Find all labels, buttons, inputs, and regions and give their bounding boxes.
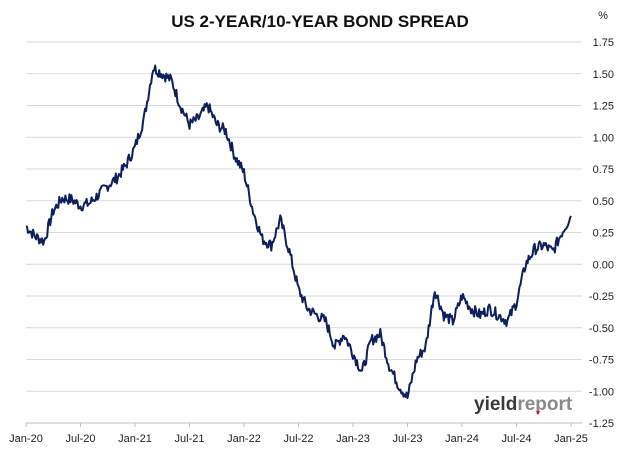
yieldreport-logo: yieldreport — [474, 394, 573, 415]
logo-text-report: report — [517, 394, 573, 415]
y-tick-label: 0.50 — [593, 196, 614, 208]
x-axis-ticks: Jan-20 Jul-20 Jan-21 Jul-21 Jan-22 Jul-22 Jan-… — [9, 423, 588, 445]
y-tick-label: 1.50 — [593, 69, 614, 81]
x-tick-label: Jul-21 — [175, 433, 205, 445]
y-tick-label: 1.00 — [593, 132, 614, 144]
x-tick-label: Jan-21 — [118, 433, 152, 445]
y-tick-label: -0.25 — [589, 291, 614, 303]
y-tick-label: -1.00 — [589, 386, 614, 398]
svg-text:yieldreport: yieldreport — [474, 394, 573, 415]
y-tick-label: 0.00 — [593, 259, 614, 271]
spread-series-line — [25, 64, 572, 400]
logo-text-yield: yield — [474, 394, 517, 415]
y-tick-label: 0.25 — [593, 228, 614, 240]
logo-red-triangle — [536, 411, 540, 415]
x-tick-label: Jul-20 — [66, 433, 96, 445]
x-tick-label: Jan-23 — [336, 433, 370, 445]
x-tick-label: Jul-22 — [284, 433, 314, 445]
y-tick-label: 1.75 — [593, 37, 614, 49]
x-tick-label: Jan-24 — [445, 433, 479, 445]
y-tick-label: 0.75 — [593, 164, 614, 176]
y-tick-label: -0.50 — [589, 323, 614, 335]
chart-title: US 2-YEAR/10-YEAR BOND SPREAD — [171, 12, 469, 31]
y-tick-label: 1.25 — [593, 101, 614, 113]
x-tick-label: Jan-20 — [9, 433, 43, 445]
x-tick-label: Jul-23 — [393, 433, 423, 445]
y-axis-ticks: 1.75 1.50 1.25 1.00 0.75 0.50 0.25 0.00 -0.25 -0.… — [589, 37, 614, 430]
y-unit-label: % — [598, 10, 608, 22]
x-tick-label: Jul-24 — [502, 433, 532, 445]
y-tick-label: -0.75 — [589, 355, 614, 367]
y-tick-label: -1.25 — [589, 418, 614, 430]
x-tick-label: Jan-22 — [227, 433, 261, 445]
x-tick-label: Jan-25 — [554, 433, 588, 445]
